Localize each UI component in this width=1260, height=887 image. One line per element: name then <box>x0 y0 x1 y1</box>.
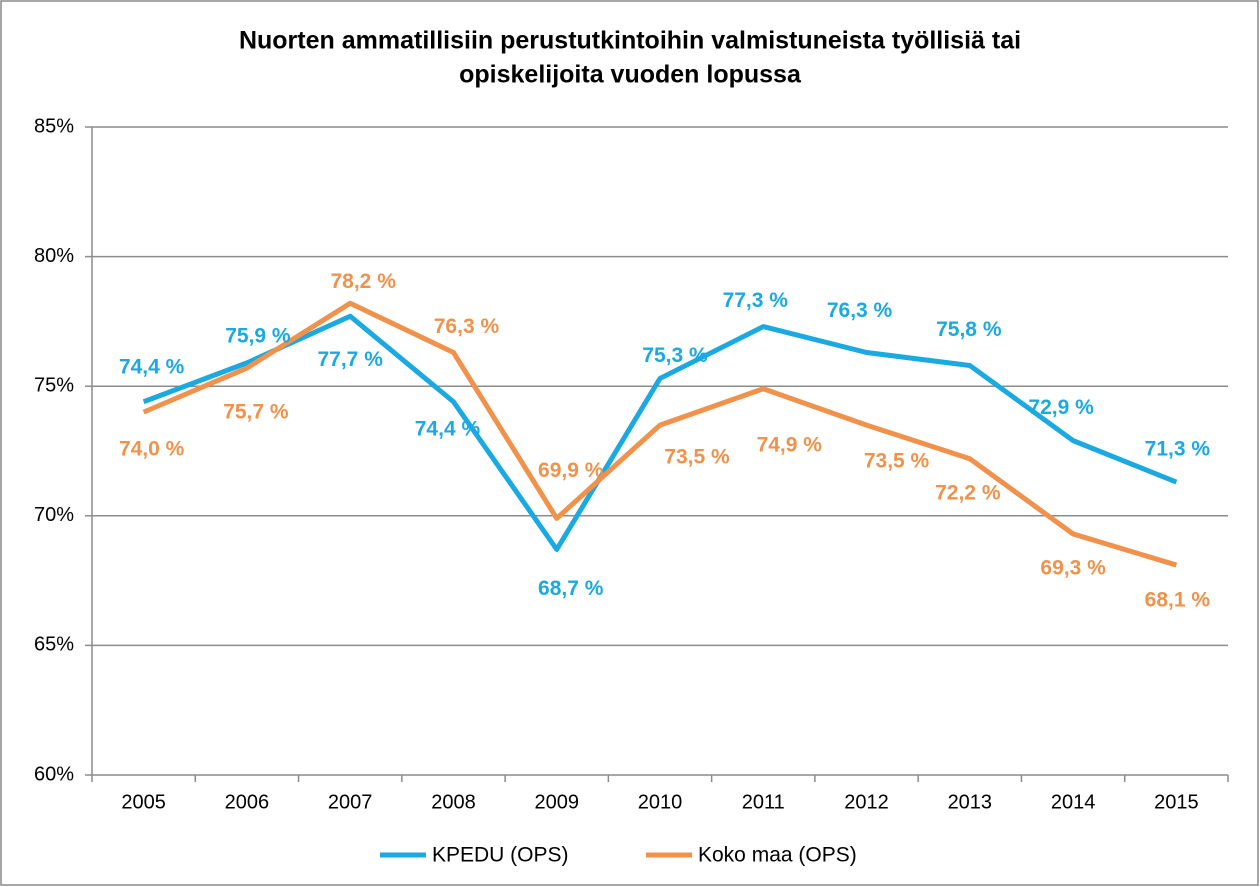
data-label: 75,9 % <box>225 324 291 347</box>
data-label: 75,3 % <box>642 344 708 367</box>
x-tick-label: 2010 <box>638 791 683 813</box>
legend-label: Koko maa (OPS) <box>698 844 857 867</box>
data-label: 73,5 % <box>864 450 930 473</box>
data-label: 69,9 % <box>538 459 604 482</box>
y-tick-label: 65% <box>34 634 74 656</box>
data-label: 75,8 % <box>936 318 1002 341</box>
data-label: 71,3 % <box>1145 438 1211 461</box>
chart-title: opiskelijoita vuoden lopussa <box>459 61 802 89</box>
y-tick-label: 75% <box>34 374 74 396</box>
x-tick-label: 2009 <box>534 791 579 813</box>
x-tick-label: 2007 <box>328 791 373 813</box>
data-label: 68,7 % <box>538 577 604 600</box>
data-label: 77,3 % <box>723 289 789 312</box>
data-label: 76,3 % <box>434 315 500 338</box>
x-tick-label: 2005 <box>121 791 166 813</box>
chart-title: Nuorten ammatillisiin perustutkintoihin … <box>239 27 1021 55</box>
x-tick-label: 2015 <box>1154 791 1199 813</box>
data-label: 74,4 % <box>119 355 185 378</box>
data-label: 72,2 % <box>935 481 1001 504</box>
data-label: 76,3 % <box>827 299 893 322</box>
x-tick-label: 2006 <box>225 791 270 813</box>
data-label: 74,0 % <box>119 438 185 461</box>
data-label: 69,3 % <box>1040 556 1106 579</box>
data-label: 72,9 % <box>1028 396 1094 419</box>
x-tick-label: 2011 <box>742 791 785 813</box>
x-tick-label: 2014 <box>1051 791 1096 813</box>
y-tick-label: 70% <box>34 504 74 526</box>
data-label: 68,1 % <box>1145 589 1211 612</box>
data-label: 77,7 % <box>317 348 383 371</box>
series-line <box>142 300 1178 568</box>
y-tick-label: 80% <box>34 245 74 267</box>
data-label: 75,7 % <box>223 401 289 424</box>
y-tick-label: 85% <box>34 115 74 137</box>
data-label: 73,5 % <box>664 446 730 469</box>
data-label: 74,9 % <box>757 433 823 456</box>
series-line <box>142 313 1178 552</box>
x-tick-label: 2008 <box>431 791 476 813</box>
data-label: 78,2 % <box>330 270 396 293</box>
data-label: 74,4 % <box>415 417 481 440</box>
y-tick-label: 60% <box>34 763 74 785</box>
x-tick-label: 2013 <box>948 791 993 813</box>
legend-label: KPEDU (OPS) <box>432 844 569 867</box>
x-tick-label: 2012 <box>844 791 889 813</box>
